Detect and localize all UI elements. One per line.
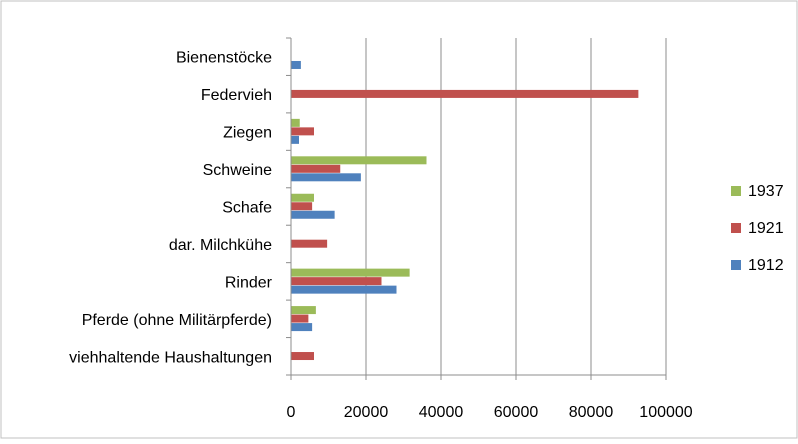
x-tick-labels: 0 20000 40000 60000 80000 100000	[287, 404, 693, 421]
axes	[286, 37, 667, 380]
bar-1921-rinder	[291, 277, 382, 286]
x-tick-label: 20000	[344, 404, 389, 421]
category-labels: Bienenstöcke Federvieh Ziegen Schweine Schaf…	[69, 50, 272, 367]
bar-1912-pferde-ohne-militärpferde	[291, 323, 313, 332]
x-tick-label: 80000	[569, 404, 614, 421]
category-label-schweine: Schweine	[203, 162, 272, 179]
legend: 1937 1921 1912	[731, 183, 784, 274]
x-tick-label: 0	[287, 404, 296, 421]
bar-1921-dar-milchkühe	[291, 239, 328, 248]
bar-1937-pferde-ohne-militärpferde	[291, 306, 316, 315]
x-tick-label: 100000	[639, 404, 692, 421]
bar-1937-rinder	[291, 268, 410, 277]
legend-label-1921: 1921	[748, 220, 784, 237]
bar-1937-schweine	[291, 156, 427, 165]
bar-1937-ziegen	[291, 118, 300, 127]
x-tick-label: 60000	[494, 404, 539, 421]
category-label-viehhaltende-haushaltungen: viehhaltende Haushaltungen	[69, 349, 272, 366]
category-label-dar-milchkühe: dar. Milchkühe	[169, 237, 272, 254]
legend-swatch-1912	[731, 260, 741, 270]
bar-1912-schafe	[291, 210, 335, 219]
legend-swatch-1937	[731, 186, 741, 196]
bar-1921-ziegen	[291, 127, 314, 136]
category-label-rinder: Rinder	[225, 274, 273, 291]
category-label-ziegen: Ziegen	[223, 125, 272, 142]
x-tick-label: 40000	[419, 404, 464, 421]
legend-label-1937: 1937	[748, 183, 784, 200]
category-label-bienenstöcke: Bienenstöcke	[176, 50, 272, 67]
bar-1912-schweine	[291, 173, 361, 182]
bar-1921-schafe	[291, 202, 313, 211]
bar-1937-schafe	[291, 193, 314, 202]
bar-1921-pferde-ohne-militärpferde	[291, 314, 309, 323]
bars	[291, 60, 639, 361]
legend-swatch-1921	[731, 223, 741, 233]
category-label-federvieh: Federvieh	[201, 87, 272, 104]
bar-1912-ziegen	[291, 135, 299, 144]
bar-1912-rinder	[291, 285, 397, 294]
bar-1921-federvieh	[291, 89, 639, 98]
category-label-schafe: Schafe	[222, 200, 272, 217]
bar-1921-viehhaltende-haushaltungen	[291, 352, 314, 361]
bar-1912-bienenstöcke	[291, 60, 301, 69]
bar-1921-schweine	[291, 164, 341, 173]
legend-label-1912: 1912	[748, 257, 784, 274]
category-label-pferde-ohne-militärpferde: Pferde (ohne Militärpferde)	[82, 312, 272, 329]
